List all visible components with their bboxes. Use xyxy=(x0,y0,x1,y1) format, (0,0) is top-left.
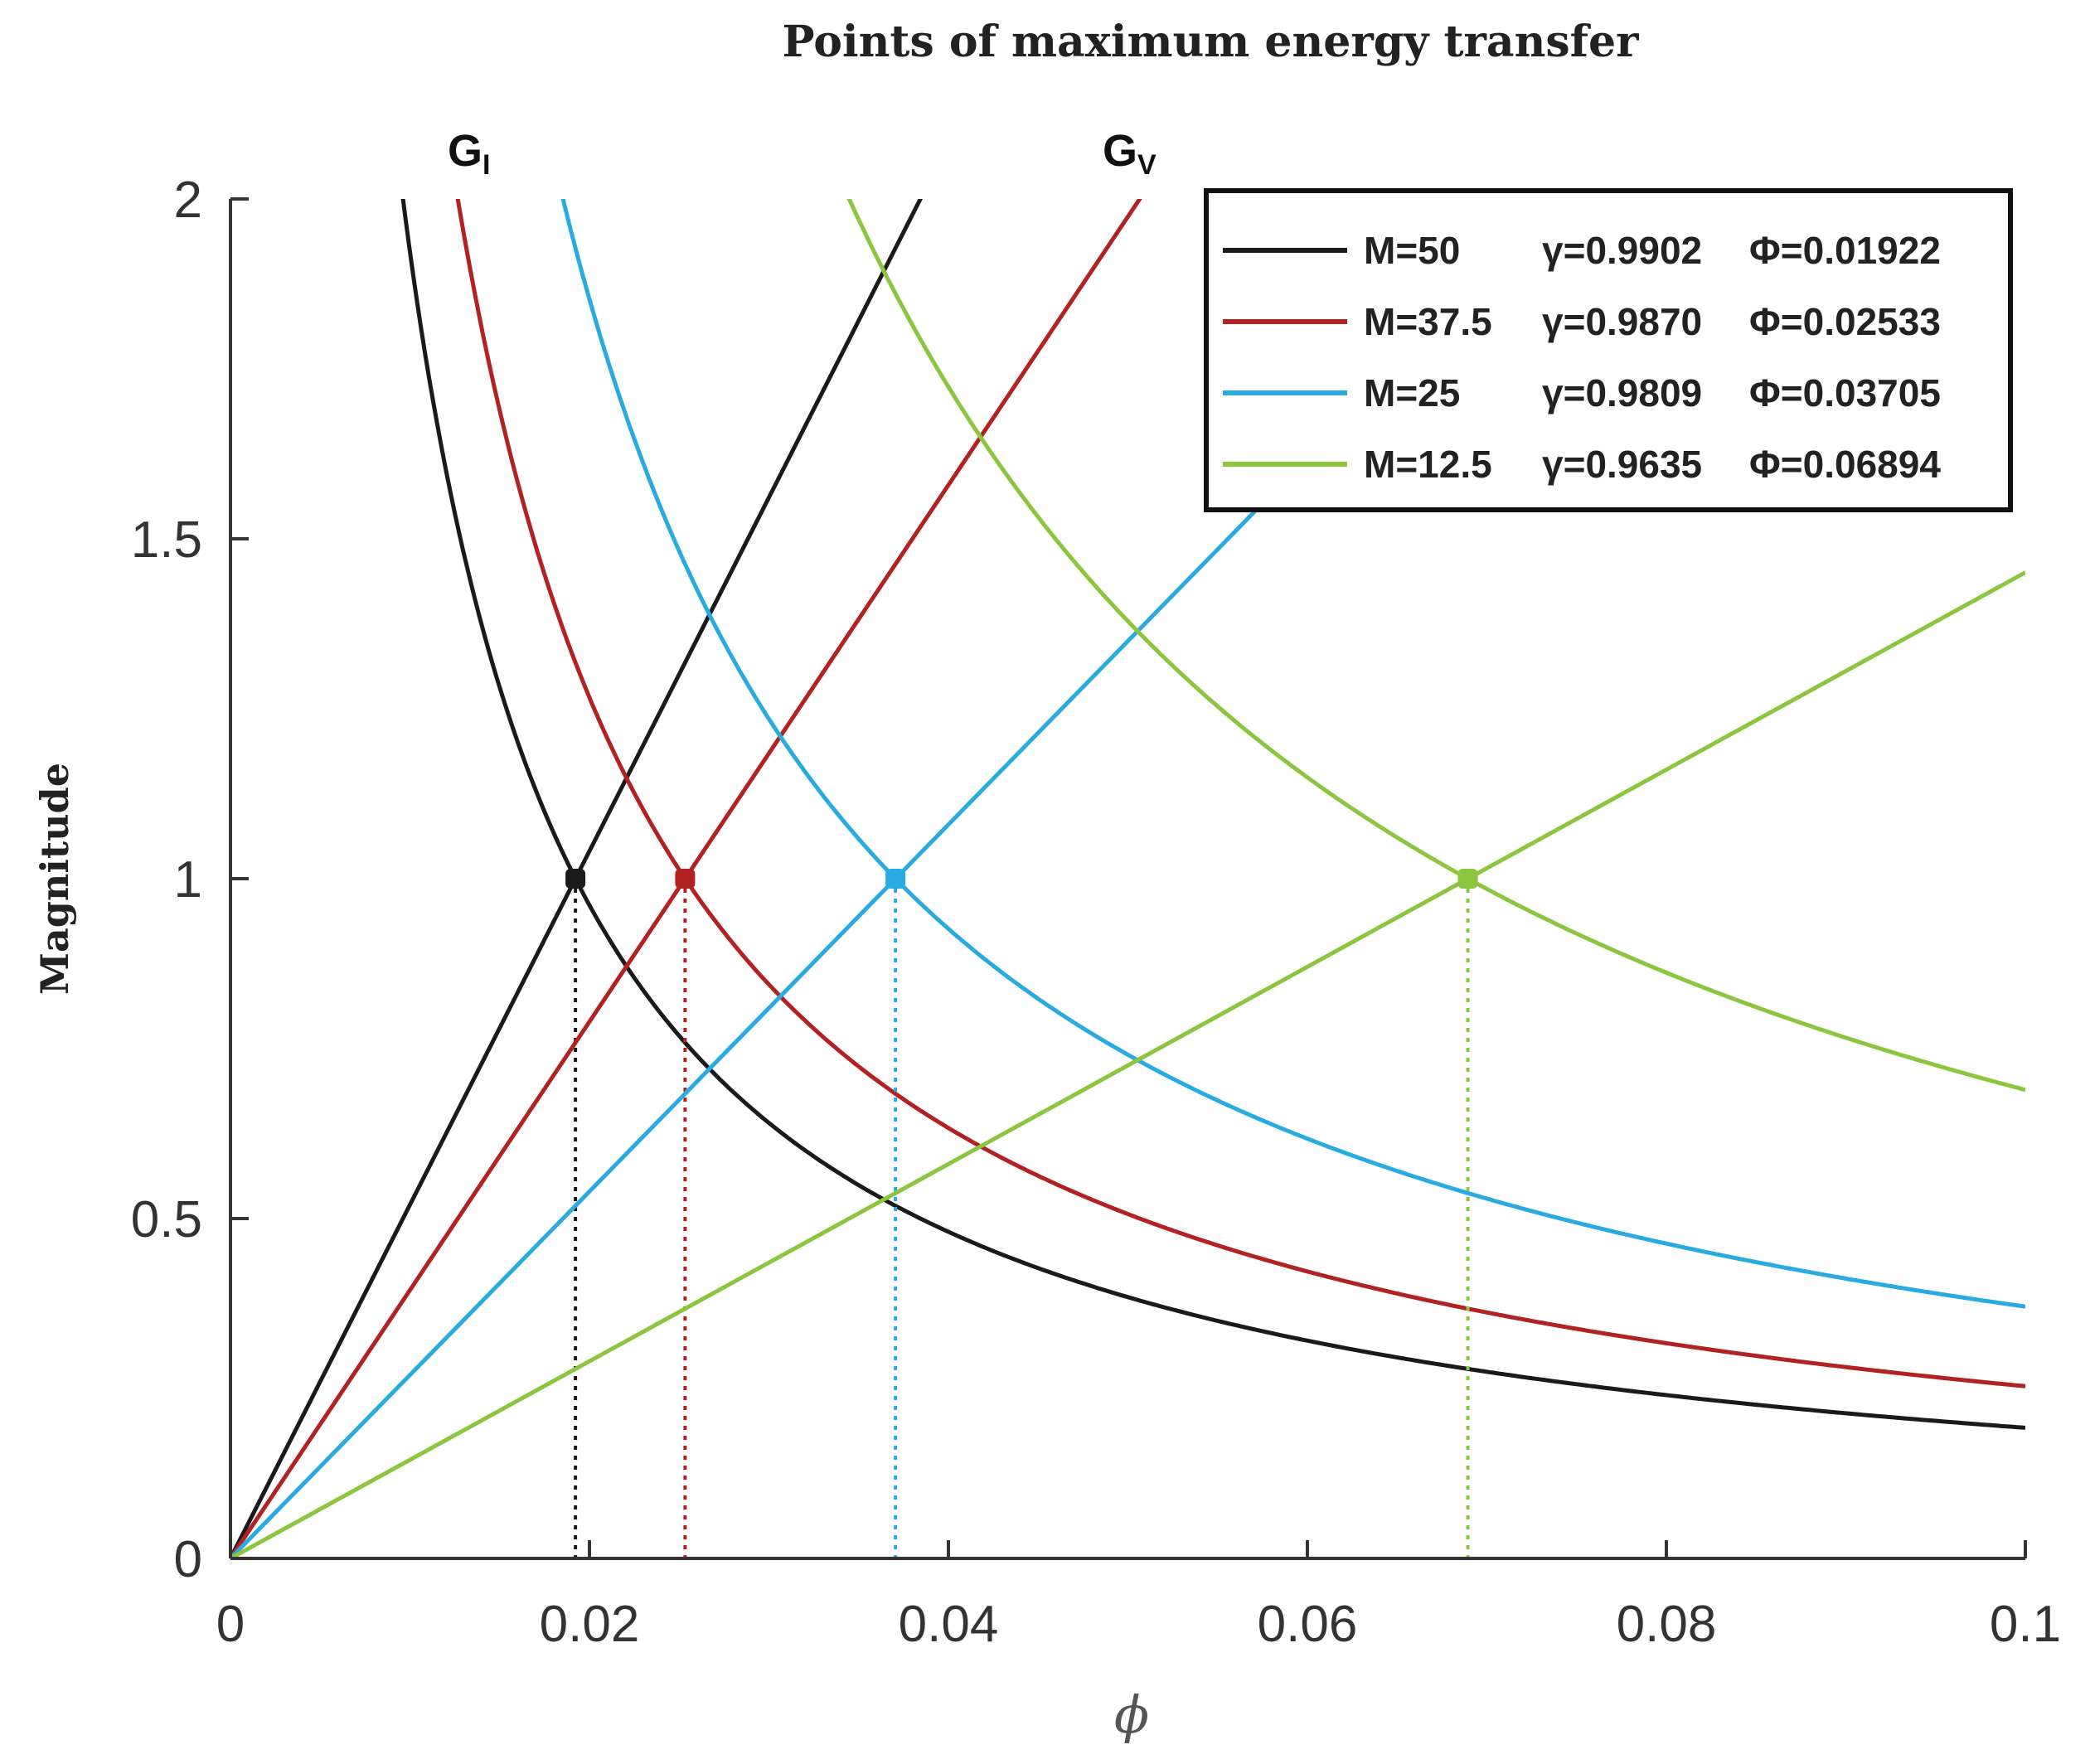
curve-label-gv: GV xyxy=(1103,126,1157,181)
legend-gamma-m-12-5: γ=0.9635 xyxy=(1542,443,1702,486)
legend-m-m-25: M=25 xyxy=(1364,371,1460,414)
legend-phi-m-25: Φ=0.03705 xyxy=(1749,371,1941,414)
series-gv-line-m-37-5 xyxy=(230,199,1142,1558)
legend-gamma-m-50: γ=0.9902 xyxy=(1542,229,1702,272)
legend-m-m-12-5: M=12.5 xyxy=(1364,443,1492,486)
y-tick-label-2: 1 xyxy=(174,851,202,909)
x-axis-label: ϕ xyxy=(1114,1684,1149,1745)
y-tick-label-3: 1.5 xyxy=(131,511,202,569)
x-tick-label-2: 0.04 xyxy=(899,1596,999,1653)
legend-gamma-m-37-5: γ=0.9870 xyxy=(1542,300,1702,343)
y-tick-label-0: 0 xyxy=(174,1531,202,1588)
intersection-point-m-50 xyxy=(565,869,586,889)
x-tick-label-0: 0 xyxy=(216,1596,245,1653)
y-tick-label-4: 2 xyxy=(174,172,202,229)
legend-box xyxy=(1204,188,2013,512)
intersection-point-m-25 xyxy=(885,869,906,889)
legend-phi-m-50: Φ=0.01922 xyxy=(1749,229,1941,272)
series-gv-line-m-25 xyxy=(230,199,1564,1558)
x-tick-label-3: 0.06 xyxy=(1258,1596,1358,1653)
intersection-point-m-37-5 xyxy=(675,869,696,889)
series-gv-line-m-50 xyxy=(230,199,924,1558)
x-tick-label-1: 0.02 xyxy=(540,1596,640,1653)
legend-gamma-m-25: γ=0.9809 xyxy=(1542,371,1702,414)
y-tick-label-1: 0.5 xyxy=(131,1191,202,1248)
legend-phi-m-37-5: Φ=0.02533 xyxy=(1749,300,1941,343)
series-gv-line-m-12-5 xyxy=(230,570,2025,1558)
intersection-point-m-12-5 xyxy=(1457,869,1478,889)
legend-phi-m-12-5: Φ=0.06894 xyxy=(1749,443,1941,486)
legend-m-m-50: M=50 xyxy=(1364,229,1460,272)
legend: M=50 γ=0.9902 Φ=0.01922 M=37.5 γ=0.9870 Φ=0.0… xyxy=(1204,188,2013,512)
series-gi-line-m-12-5 xyxy=(846,199,2025,1093)
series-gi-line-m-25 xyxy=(560,199,2025,1309)
x-tick-label-4: 0.08 xyxy=(1617,1596,1717,1653)
curve-labels: GI GV xyxy=(448,126,1157,181)
chart-title: Points of maximum energy transfer xyxy=(782,17,1639,67)
legend-m-m-37-5: M=37.5 xyxy=(1364,300,1492,343)
axes: 0 0.02 0.04 0.06 0.08 0.1 0 0.5 1 1.5 2 xyxy=(131,172,2061,1653)
plot-area xyxy=(230,199,2025,1558)
x-tick-label-5: 0.1 xyxy=(1990,1596,2061,1653)
y-axis-label: Magnitude xyxy=(32,763,77,995)
series-gi-line-m-37-5 xyxy=(455,199,2025,1388)
series-gi-line-m-50 xyxy=(400,199,2025,1430)
curve-label-gi: GI xyxy=(448,126,490,181)
